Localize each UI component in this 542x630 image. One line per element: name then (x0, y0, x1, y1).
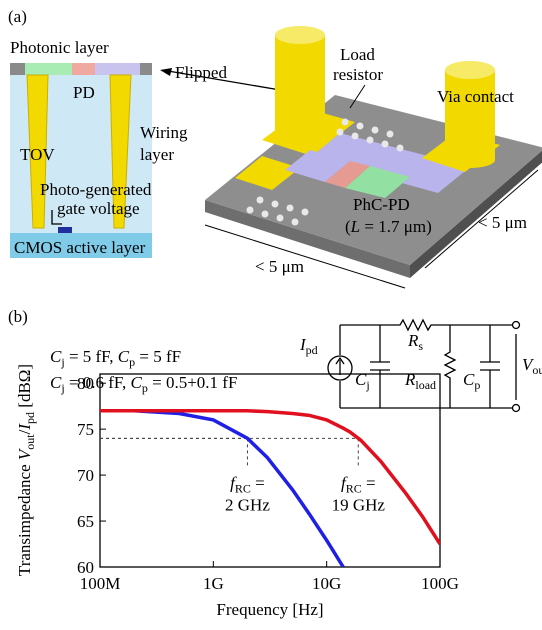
gate (58, 227, 72, 233)
y-axis-label: Transimpedance Vout/Ipd [dBΩ] (15, 364, 37, 576)
annotation: 2 GHz (225, 495, 270, 514)
via-top (445, 61, 495, 79)
x-axis-label: Frequency [Hz] (216, 600, 323, 619)
panel-label: (b) (8, 307, 28, 326)
via-pillar (275, 132, 325, 148)
wiring-label: layer (140, 145, 174, 164)
phc-pd-label: PhC-PD (353, 195, 410, 214)
circuit (328, 320, 520, 412)
series-group (100, 411, 440, 567)
via-pillar (275, 35, 325, 140)
via-pillar (445, 70, 495, 160)
annotation: fRC = (341, 473, 376, 495)
series-line (100, 411, 343, 567)
y-tick-label: 75 (77, 420, 94, 439)
circuit-label: Rload (404, 370, 436, 392)
body: (a) Photonic layer PD TOV Wiring layer P… (0, 0, 542, 630)
annotation: fRC = (230, 473, 265, 495)
photonic-layer-label: Photonic layer (10, 38, 109, 57)
annotation-part: = (362, 473, 376, 492)
arrow-head (160, 68, 172, 76)
via-top (275, 26, 325, 44)
circuit-label: Cj (355, 370, 370, 392)
via-contact-label: Via contact (437, 87, 514, 106)
size-label: < 5 μm (255, 257, 304, 276)
load-resistor-label: Load (340, 45, 375, 64)
annotation: 19 GHz (332, 495, 386, 514)
circuit-label: Ipd (299, 335, 318, 357)
circuit-label: Rs (407, 331, 423, 353)
tov-label: TOV (20, 145, 55, 164)
annotation-part: RC (346, 481, 362, 495)
gate-voltage-label: Photo-generated (40, 180, 152, 199)
wiring-label: Wiring (140, 123, 188, 142)
series-line (100, 411, 440, 544)
pd-label: PD (73, 83, 95, 102)
annotation-part: RC (235, 481, 251, 495)
size-label: < 5 μm (478, 213, 527, 232)
x-tick-label: 100M (80, 574, 121, 593)
via-pillar (445, 152, 495, 168)
phc-length-label: (L = 1.7 μm) (345, 217, 432, 236)
y-tick-label: 80 (77, 374, 94, 393)
y-tick-label: 65 (77, 512, 94, 531)
figure: (a) Photonic layer PD TOV Wiring layer P… (0, 0, 542, 630)
x-tick-label: 10G (312, 574, 341, 593)
gate-voltage-label: gate voltage (57, 199, 140, 218)
annotation-part: = (251, 473, 265, 492)
pd-purple (95, 63, 140, 75)
pd-red (72, 63, 95, 75)
load-resistor-label: resistor (333, 65, 383, 84)
pd-green (25, 63, 72, 75)
circuit-label: Cp (463, 370, 480, 392)
circuit-label: Vou (522, 355, 542, 377)
y-tick-label: 70 (77, 466, 94, 485)
legend-entry: Cj = 5 fF, Cp = 5 fF (50, 347, 181, 369)
x-tick-label: 100G (421, 574, 459, 593)
x-tick-label: 1G (203, 574, 224, 593)
cmos-label: CMOS active layer (14, 238, 146, 257)
page: {"panel_a": {"label": "(a)", "photonic_l… (0, 0, 542, 630)
panel-label: (a) (8, 7, 27, 26)
